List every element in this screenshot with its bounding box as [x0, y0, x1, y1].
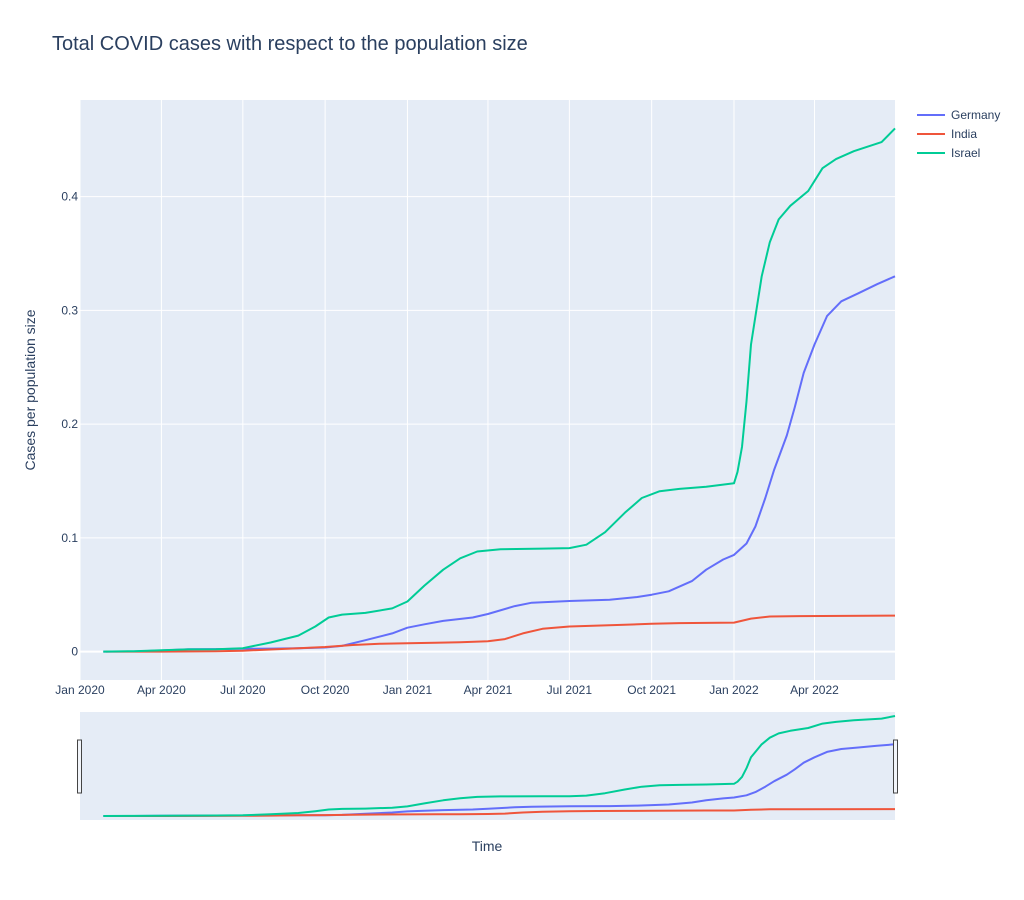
legend-label: Israel [951, 146, 980, 160]
x-tick-label: Oct 2020 [301, 683, 350, 697]
x-tick-label: Jul 2021 [547, 683, 593, 697]
range-slider-lines [103, 715, 896, 817]
y-axis-ticks: 0 0.1 0.2 0.3 0.4 [61, 190, 78, 659]
slider-line-india [105, 808, 896, 817]
slider-line-israel [103, 715, 896, 817]
range-slider-left-handle[interactable] [77, 739, 82, 794]
series-line-india [105, 614, 896, 653]
x-axis-ticks: Jan 2020 Apr 2020 Jul 2020 Oct 2020 Jan 2021… [55, 683, 839, 697]
legend-label: India [951, 127, 977, 141]
x-tick-label: Jul 2020 [220, 683, 266, 697]
x-tick-label: Apr 2022 [790, 683, 839, 697]
range-slider-right-handle[interactable] [893, 739, 898, 794]
x-axis-title: Time [472, 838, 503, 854]
legend[interactable]: Germany India Israel [917, 108, 1000, 160]
chart-title: Total COVID cases with respect to the po… [52, 33, 528, 55]
x-tick-label: Oct 2021 [627, 683, 676, 697]
series-lines [103, 127, 896, 653]
series-line-israel [103, 127, 896, 653]
x-tick-label: Jan 2022 [709, 683, 759, 697]
x-tick-label: Apr 2021 [464, 683, 513, 697]
legend-label: Germany [951, 108, 1000, 122]
range-slider[interactable] [80, 712, 895, 820]
x-tick-label: Apr 2020 [137, 683, 186, 697]
y-tick-label: 0 [71, 645, 78, 659]
x-tick-label: Jan 2020 [55, 683, 105, 697]
y-axis-title: Cases per population size [22, 309, 38, 470]
y-tick-label: 0.2 [61, 417, 78, 431]
y-tick-label: 0.3 [61, 303, 78, 317]
legend-item-germany[interactable]: Germany [917, 108, 1000, 122]
legend-item-india[interactable]: India [917, 127, 977, 141]
y-tick-label: 0.4 [61, 190, 78, 204]
y-tick-label: 0.1 [61, 531, 78, 545]
x-tick-label: Jan 2021 [383, 683, 433, 697]
legend-item-israel[interactable]: Israel [917, 146, 980, 160]
